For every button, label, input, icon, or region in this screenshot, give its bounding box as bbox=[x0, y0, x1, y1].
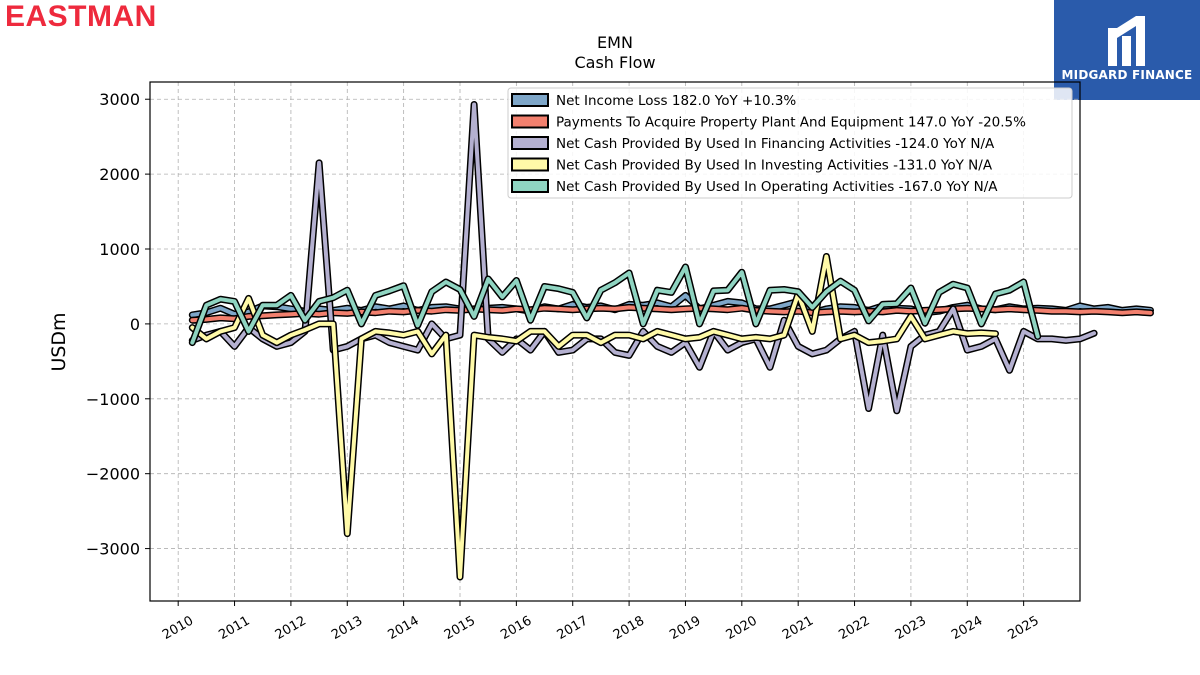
brand-name: MIDGARD FINANCE bbox=[1061, 68, 1193, 82]
eastman-logo: EASTMAN bbox=[5, 0, 157, 33]
x-tick-label: 2020 bbox=[724, 613, 760, 643]
legend-swatch bbox=[511, 157, 549, 172]
y-tick-label: 2000 bbox=[99, 165, 140, 184]
legend-entry-1: Net Income Loss 182.0 YoY +10.3% bbox=[511, 93, 796, 109]
chart-title: EMN bbox=[597, 33, 633, 52]
chart-subtitle: Cash Flow bbox=[574, 53, 655, 72]
legend-entry-3: Net Cash Provided By Used In Financing A… bbox=[511, 136, 995, 152]
x-tick-label: 2023 bbox=[893, 613, 929, 643]
series-line-3 bbox=[188, 101, 1098, 415]
legend-entry-5: Net Cash Provided By Used In Operating A… bbox=[511, 179, 998, 195]
x-tick-label: 2017 bbox=[555, 613, 591, 643]
series-lines bbox=[188, 101, 1154, 581]
legend-label: Payments To Acquire Property Plant And E… bbox=[556, 115, 1026, 131]
x-tick-label: 2022 bbox=[836, 613, 872, 643]
x-tick-label: 2025 bbox=[1005, 613, 1041, 643]
series-line-5 bbox=[188, 263, 1042, 347]
x-tick-label: 2012 bbox=[273, 613, 309, 643]
x-tick-label: 2016 bbox=[498, 613, 534, 643]
legend-swatch bbox=[511, 136, 549, 150]
x-tick-label: 2015 bbox=[442, 613, 478, 643]
legend-swatch bbox=[511, 114, 549, 129]
legend-label: Net Cash Provided By Used In Financing A… bbox=[556, 136, 995, 152]
x-axis-ticks: 2010 2011 2012 2013 2014 2015 2016 2017 2018 2019… bbox=[160, 601, 1042, 643]
legend-swatch bbox=[511, 93, 549, 107]
legend-label: Net Cash Provided By Used In Investing A… bbox=[556, 158, 993, 174]
x-tick-label: 2013 bbox=[329, 613, 365, 643]
legend: Net Income Loss 182.0 YoY +10.3% Payments… bbox=[507, 87, 1073, 199]
legend-entry-4: Net Cash Provided By Used In Investing A… bbox=[511, 157, 993, 174]
x-tick-label: 2014 bbox=[385, 613, 421, 643]
x-tick-label: 2021 bbox=[780, 613, 816, 643]
legend-entry-2: Payments To Acquire Property Plant And E… bbox=[511, 114, 1026, 131]
x-tick-label: 2019 bbox=[667, 613, 703, 643]
y-tick-label: −1000 bbox=[86, 390, 140, 409]
y-tick-label: −2000 bbox=[86, 465, 140, 484]
y-tick-label: −3000 bbox=[86, 540, 140, 559]
y-tick-label: 3000 bbox=[99, 90, 140, 109]
midgard-finance-badge: MIDGARD FINANCE bbox=[1054, 0, 1200, 100]
y-tick-label: 0 bbox=[130, 315, 140, 334]
series-line-4 bbox=[188, 253, 999, 581]
legend-label: Net Cash Provided By Used In Operating A… bbox=[556, 179, 998, 195]
y-tick-label: 1000 bbox=[99, 240, 140, 259]
x-tick-label: 2011 bbox=[216, 613, 252, 643]
y-axis-label: USDm bbox=[48, 312, 70, 371]
x-tick-label: 2010 bbox=[160, 613, 196, 643]
legend-swatch bbox=[511, 179, 549, 193]
x-tick-label: 2024 bbox=[949, 613, 985, 643]
midgard-logo-icon bbox=[1108, 16, 1145, 66]
legend-label: Net Income Loss 182.0 YoY +10.3% bbox=[556, 93, 796, 109]
y-axis-ticks: 3000 2000 1000 0 −1000 −2000 −3000 bbox=[86, 90, 150, 559]
x-tick-label: 2018 bbox=[611, 613, 647, 643]
